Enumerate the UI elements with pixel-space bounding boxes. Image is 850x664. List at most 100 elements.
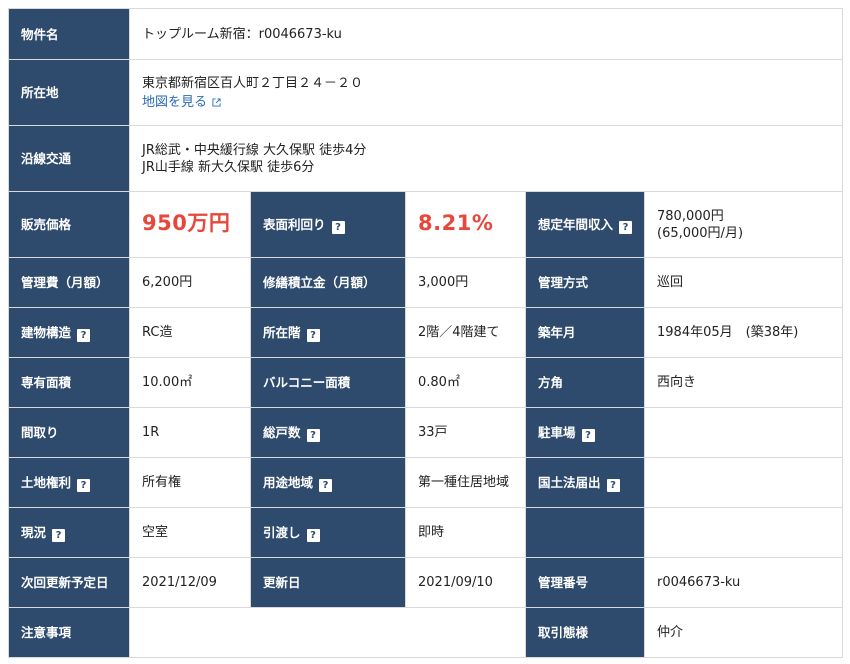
management-fee-value: 6,200円	[129, 257, 251, 308]
external-link-icon	[212, 97, 221, 107]
property-spec: 物件名 トップルーム新宿：r0046673-ku 所在地 東京都新宿区百人町２丁…	[8, 8, 843, 658]
handover-value: 即時	[405, 507, 526, 558]
price-amount: 950万円	[142, 210, 231, 235]
yield-label-cell: 表面利回り?	[250, 191, 406, 258]
transit-line-2: JR山手線 新大久保駅 徒歩6分	[142, 159, 315, 175]
direction-label: 方角	[525, 357, 645, 408]
price-label: 販売価格	[8, 191, 130, 258]
layout-label: 間取り	[8, 407, 130, 458]
updated-value: 2021/09/10	[405, 557, 526, 608]
map-link[interactable]: 地図を見る	[142, 94, 221, 111]
land-act-label-cell: 国土法届出?	[525, 457, 645, 508]
repair-reserve-value: 3,000円	[405, 257, 526, 308]
property-name-value: トップルーム新宿：r0046673-ku	[129, 8, 843, 60]
row-property-name: 物件名 トップルーム新宿：r0046673-ku	[8, 8, 843, 60]
land-rights-value: 所有権	[129, 457, 251, 508]
zoning-label: 用途地域	[263, 474, 314, 490]
status-label-cell: 現況?	[8, 507, 130, 558]
structure-value: RC造	[129, 307, 251, 358]
row-price: 販売価格 950万円 表面利回り? 8.21% 想定年間収入? 780,000円…	[8, 191, 843, 258]
annual-income-label-cell: 想定年間収入?	[525, 191, 645, 258]
row-transit: 沿線交通 JR総武・中央緩行線 大久保駅 徒歩4分 JR山手線 新大久保駅 徒歩…	[8, 125, 843, 192]
question-icon[interactable]: ?	[77, 478, 91, 492]
status-value: 空室	[129, 507, 251, 558]
transit-cell: JR総武・中央緩行線 大久保駅 徒歩4分 JR山手線 新大久保駅 徒歩6分	[129, 125, 843, 192]
balcony-label: バルコニー面積	[250, 357, 406, 408]
transaction-value: 仲介	[644, 607, 843, 658]
question-icon[interactable]: ?	[331, 220, 345, 234]
management-fee-label: 管理費（月額）	[8, 257, 130, 308]
land-act-value	[644, 457, 843, 508]
total-units-label-cell: 総戸数?	[250, 407, 406, 458]
structure-label-cell: 建物構造?	[8, 307, 130, 358]
parking-label-cell: 駐車場?	[525, 407, 645, 458]
notes-label: 注意事項	[8, 607, 130, 658]
question-icon[interactable]: ?	[306, 528, 320, 542]
updated-label: 更新日	[250, 557, 406, 608]
repair-reserve-label: 修繕積立金（月額）	[250, 257, 406, 308]
question-icon[interactable]: ?	[52, 528, 66, 542]
handover-label-cell: 引渡し?	[250, 507, 406, 558]
question-icon[interactable]: ?	[306, 428, 320, 442]
map-link-label: 地図を見る	[142, 94, 208, 110]
question-icon[interactable]: ?	[581, 428, 595, 442]
zoning-label-cell: 用途地域?	[250, 457, 406, 508]
total-units-label: 総戸数	[263, 424, 301, 440]
empty-header-cell	[525, 507, 645, 558]
handover-label: 引渡し	[263, 524, 301, 540]
transit-label: 沿線交通	[8, 125, 130, 192]
question-icon[interactable]: ?	[606, 478, 620, 492]
built-label: 築年月	[525, 307, 645, 358]
floor-label: 所在階	[263, 324, 301, 340]
land-act-label: 国土法届出	[538, 474, 601, 490]
row-layout: 間取り 1R 総戸数? 33戸 駐車場?	[8, 407, 843, 458]
annual-income-label: 想定年間収入	[538, 216, 614, 232]
question-icon[interactable]: ?	[319, 478, 333, 492]
notes-value	[129, 607, 526, 658]
land-rights-label-cell: 土地権利?	[8, 457, 130, 508]
question-icon[interactable]: ?	[77, 328, 91, 342]
parking-value	[644, 407, 843, 458]
layout-value: 1R	[129, 407, 251, 458]
address-value: 東京都新宿区百人町２丁目２４－２０	[142, 75, 364, 91]
address-cell: 東京都新宿区百人町２丁目２４－２０ 地図を見る	[129, 59, 843, 126]
status-label: 現況	[21, 524, 47, 540]
area-label: 専有面積	[8, 357, 130, 408]
manage-no-value: r0046673-ku	[644, 557, 843, 608]
question-icon[interactable]: ?	[619, 220, 633, 234]
empty-value-cell	[644, 507, 843, 558]
parking-label: 駐車場	[538, 424, 576, 440]
manage-no-label: 管理番号	[525, 557, 645, 608]
question-icon[interactable]: ?	[306, 328, 320, 342]
built-value: 1984年05月 (築38年)	[644, 307, 843, 358]
property-name-label: 物件名	[8, 8, 130, 60]
yield-label: 表面利回り	[263, 216, 326, 232]
row-structure: 建物構造? RC造 所在階? 2階／4階建て 築年月 1984年05月 (築38…	[8, 307, 843, 358]
address-label: 所在地	[8, 59, 130, 126]
direction-value: 西向き	[644, 357, 843, 408]
structure-label: 建物構造	[21, 324, 72, 340]
annual-income-cell: 780,000円 (65,000円/月)	[644, 191, 843, 258]
balcony-value: 0.80㎡	[405, 357, 526, 408]
yield-value: 8.21%	[405, 191, 526, 258]
zoning-value: 第一種住居地域	[405, 457, 526, 508]
management-method-label: 管理方式	[525, 257, 645, 308]
next-update-label: 次回更新予定日	[8, 557, 130, 608]
yield-amount: 8.21%	[418, 210, 494, 235]
next-update-value: 2021/12/09	[129, 557, 251, 608]
floor-label-cell: 所在階?	[250, 307, 406, 358]
row-update: 次回更新予定日 2021/12/09 更新日 2021/09/10 管理番号 r…	[8, 557, 843, 608]
price-value: 950万円	[129, 191, 251, 258]
property-spec-table: 物件名 トップルーム新宿：r0046673-ku 所在地 東京都新宿区百人町２丁…	[8, 8, 843, 658]
annual-income-monthly: (65,000円/月)	[657, 225, 744, 241]
row-address: 所在地 東京都新宿区百人町２丁目２４－２０ 地図を見る	[8, 59, 843, 126]
row-notes: 注意事項 取引態様 仲介	[8, 607, 843, 658]
row-land: 土地権利? 所有権 用途地域? 第一種住居地域 国土法届出?	[8, 457, 843, 508]
transaction-label: 取引態様	[525, 607, 645, 658]
total-units-value: 33戸	[405, 407, 526, 458]
floor-value: 2階／4階建て	[405, 307, 526, 358]
transit-line-1: JR総武・中央緩行線 大久保駅 徒歩4分	[142, 142, 367, 158]
row-fees: 管理費（月額） 6,200円 修繕積立金（月額） 3,000円 管理方式 巡回	[8, 257, 843, 308]
land-rights-label: 土地権利	[21, 474, 72, 490]
area-value: 10.00㎡	[129, 357, 251, 408]
